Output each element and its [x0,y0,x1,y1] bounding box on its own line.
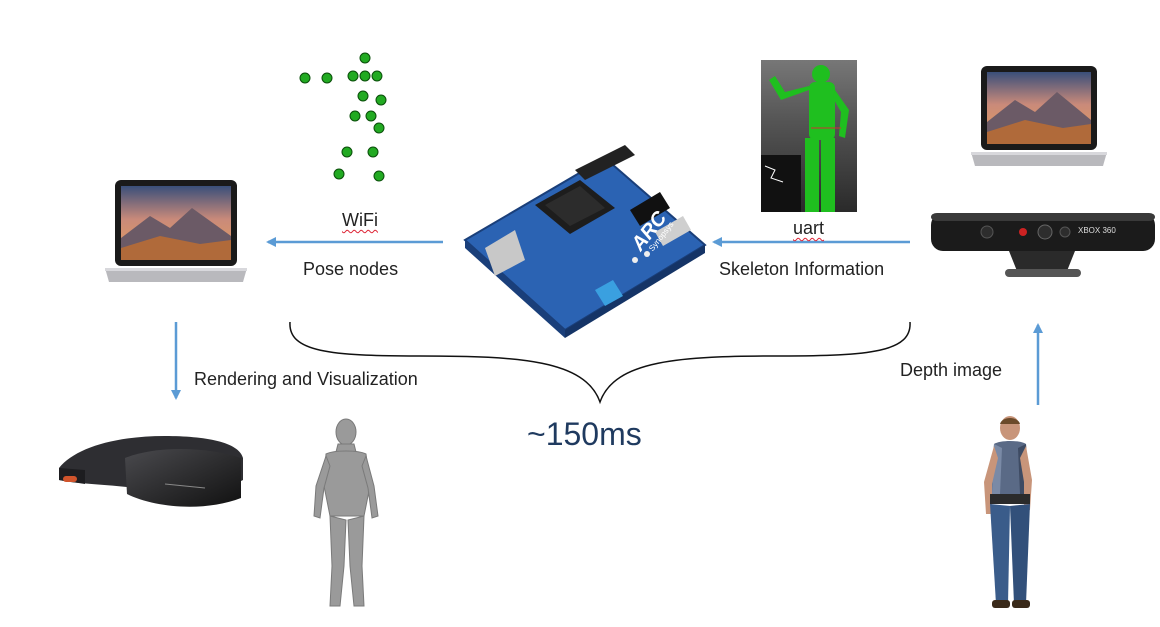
latency-label: ~150ms [527,416,642,452]
hololens-headset [59,436,243,507]
person-photo [984,416,1032,608]
kinect-sensor [931,213,1155,277]
depth-image [761,60,857,212]
laptop-left [105,180,247,282]
arc-dev-board [463,145,707,338]
rendering-label: Rendering and Visualization [194,369,418,389]
latency-brace [289,321,911,405]
laptop-right [971,66,1107,166]
kinect-brand: XBOX 360 [1078,226,1116,235]
skeleton-pose-nodes [299,52,387,182]
pose-nodes-label: Pose nodes [303,259,399,279]
depth-image-label: Depth image [900,360,1003,380]
3d-body-model [313,418,379,607]
wifi-label: WiFi [342,210,378,230]
uart-label: uart [793,218,825,238]
skeleton-information-label: Skeleton Information [719,259,885,279]
